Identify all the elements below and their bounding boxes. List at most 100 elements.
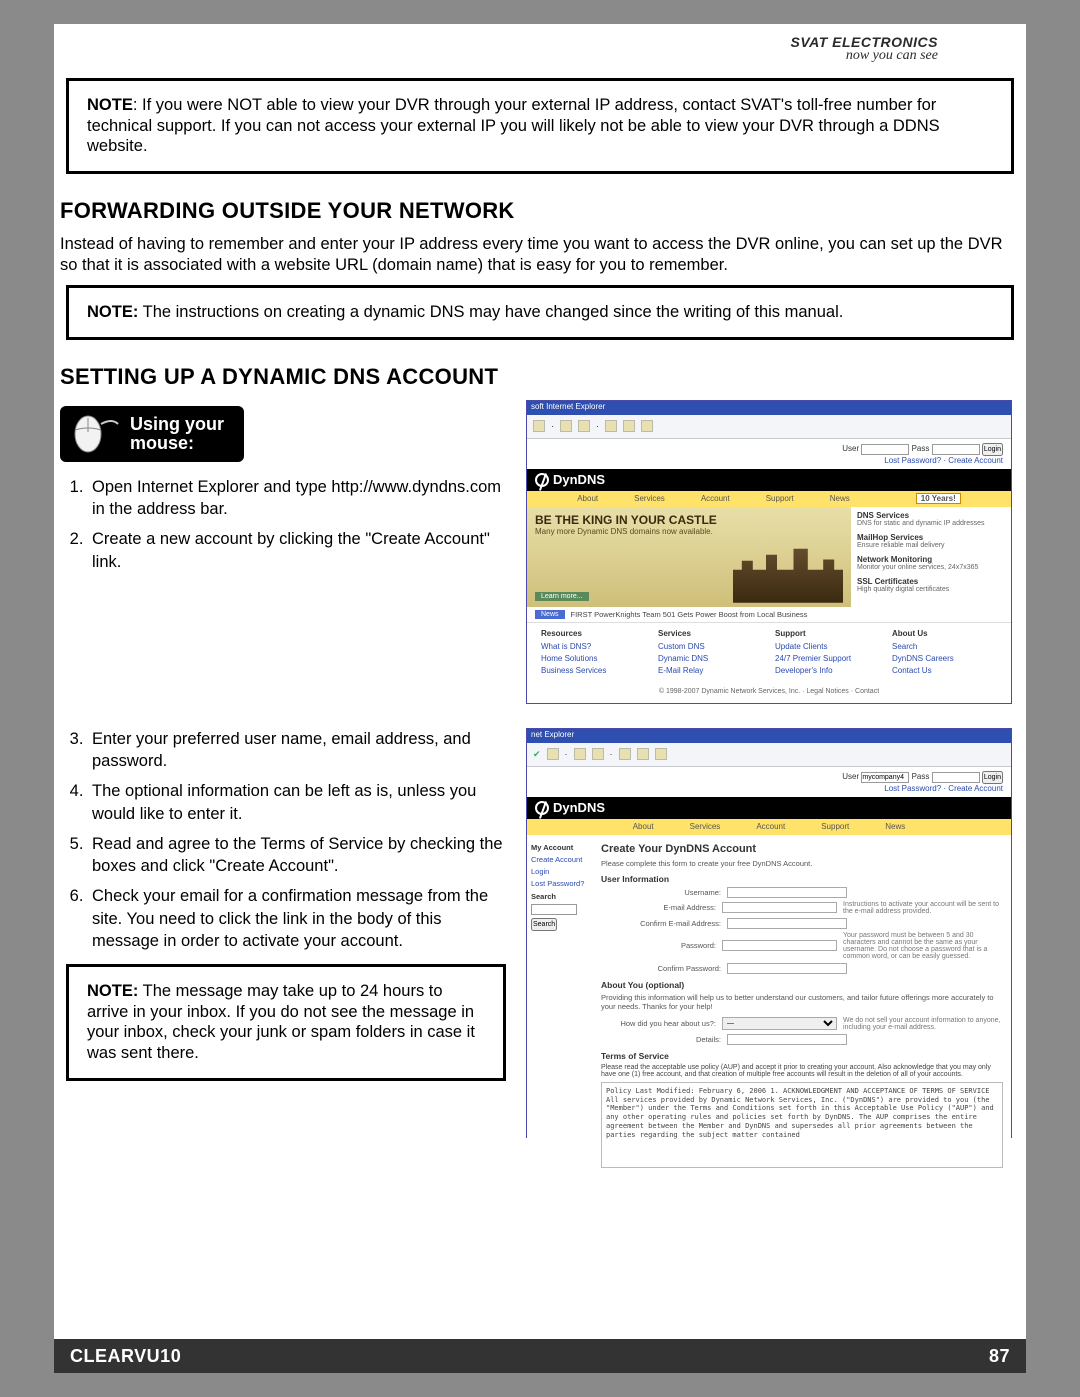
nav-item[interactable]: Support — [821, 822, 849, 831]
news-text: FIRST PowerKnights Team 501 Gets Power B… — [571, 610, 808, 619]
badge-line1: Using your — [130, 414, 224, 434]
grid-link[interactable]: What is DNS? — [541, 642, 646, 651]
nav-item[interactable]: Services — [690, 822, 721, 831]
user-label: User — [842, 772, 859, 781]
grid-head: Resources — [541, 629, 646, 638]
logo-bar: DynDNS — [527, 797, 1011, 819]
nav-item[interactable]: Services — [634, 494, 665, 503]
ie-toolbar: · · — [527, 415, 1011, 439]
side-link[interactable]: Create Account — [531, 855, 589, 864]
sidebar-search-button[interactable]: Search — [531, 918, 557, 931]
grid-link[interactable]: DynDNS Careers — [892, 654, 997, 663]
field-label: Username: — [601, 888, 721, 897]
news-bar: News FIRST PowerKnights Team 501 Gets Po… — [527, 607, 1011, 622]
form-title: Create Your DynDNS Account — [601, 843, 1003, 855]
toolbar-icon — [641, 420, 653, 432]
step-item: The optional information can be left as … — [88, 780, 512, 825]
grid-link[interactable]: 24/7 Premier Support — [775, 654, 880, 663]
side-link[interactable]: Login — [531, 867, 589, 876]
user-input[interactable] — [861, 444, 909, 455]
step-item: Enter your preferred user name, email ad… — [88, 728, 512, 773]
mouse-icon — [68, 414, 120, 454]
note-text: The instructions on creating a dynamic D… — [138, 303, 843, 321]
sidebar-search-input[interactable] — [531, 904, 577, 915]
field-help: Instructions to activate your account wi… — [843, 901, 1003, 915]
section-forwarding-body: Instead of having to remember and enter … — [60, 234, 1020, 275]
side-link[interactable]: Lost Password? — [531, 879, 589, 888]
email-confirm-input[interactable] — [727, 918, 847, 929]
password-input[interactable] — [722, 940, 837, 951]
ie-toolbar: ✔· · — [527, 743, 1011, 767]
dyndns-logo: DynDNS — [535, 472, 605, 487]
grid-link[interactable]: Contact Us — [892, 666, 997, 675]
pass-label: Pass — [912, 444, 930, 453]
toolbar-icon — [578, 420, 590, 432]
grid-link[interactable]: Developer's Info — [775, 666, 880, 675]
learn-more-link[interactable]: Learn more... — [535, 592, 589, 601]
field-label: Password: — [601, 941, 716, 950]
field-help: We do not sell your account information … — [843, 1017, 1003, 1031]
email-input[interactable] — [722, 902, 837, 913]
pass-label: Pass — [912, 772, 930, 781]
nav-item[interactable]: News — [885, 822, 905, 831]
toolbar-icon — [533, 420, 545, 432]
nav-item[interactable]: Account — [701, 494, 730, 503]
badge-line2: mouse: — [130, 433, 194, 453]
svc-desc: Monitor your online services, 24x7x365 — [857, 564, 1005, 571]
svc-desc: Ensure reliable mail delivery — [857, 542, 1005, 549]
login-button[interactable]: Login — [982, 443, 1003, 456]
password-confirm-input[interactable] — [727, 963, 847, 974]
grid-link[interactable]: Dynamic DNS — [658, 654, 763, 663]
link-grid: Resources What is DNS? Home Solutions Busin… — [527, 622, 1011, 684]
field-label: How did you hear about us?: — [601, 1019, 716, 1028]
page-number: 87 — [989, 1346, 1010, 1367]
note-text: : If you were NOT able to view your DVR … — [87, 96, 940, 155]
note-box-1: NOTE: If you were NOT able to view your … — [66, 78, 1014, 174]
steps-list-a: Open Internet Explorer and type http://w… — [88, 476, 512, 573]
user-label: User — [842, 444, 859, 453]
nav-item[interactable]: Account — [756, 822, 785, 831]
tos-textarea[interactable]: Policy Last Modified: February 6, 2006 1… — [601, 1082, 1003, 1168]
hear-select[interactable]: — — [722, 1017, 837, 1030]
field-label: Details: — [601, 1035, 721, 1044]
side-head: My Account — [531, 843, 589, 852]
nav-item[interactable]: About — [633, 822, 654, 831]
pass-input[interactable] — [932, 772, 980, 783]
login-sublinks[interactable]: Lost Password? · Create Account — [535, 784, 1003, 793]
nav-item[interactable]: News — [830, 494, 850, 503]
toolbar-icon — [592, 748, 604, 760]
fieldset-label: About You (optional) — [601, 980, 1003, 990]
nav-item[interactable]: About — [577, 494, 598, 503]
username-input[interactable] — [727, 887, 847, 898]
step-item: Open Internet Explorer and type http://w… — [88, 476, 512, 521]
note-label: NOTE — [87, 96, 133, 114]
grid-link[interactable]: Home Solutions — [541, 654, 646, 663]
grid-link[interactable]: E-Mail Relay — [658, 666, 763, 675]
step-item: Read and agree to the Terms of Service b… — [88, 833, 512, 878]
field-help: Your password must be between 5 and 30 c… — [843, 932, 1003, 960]
svc-title: SSL Certificates — [857, 577, 1005, 586]
brand-tagline: now you can see — [791, 48, 939, 64]
login-sublinks[interactable]: Lost Password? · Create Account — [535, 456, 1003, 465]
login-button[interactable]: Login — [982, 771, 1003, 784]
details-input[interactable] — [727, 1034, 847, 1045]
svc-title: DNS Services — [857, 511, 1005, 520]
nav-item[interactable]: Support — [766, 494, 794, 503]
login-row: User Pass Login Lost Password? · Create … — [527, 439, 1011, 469]
grid-head: About Us — [892, 629, 997, 638]
pass-input[interactable] — [932, 444, 980, 455]
grid-link[interactable]: Search — [892, 642, 997, 651]
login-row: User Pass Login Lost Password? · Create … — [527, 767, 1011, 797]
grid-link[interactable]: Custom DNS — [658, 642, 763, 651]
grid-link[interactable]: Update Clients — [775, 642, 880, 651]
step-item: Create a new account by clicking the "Cr… — [88, 528, 512, 573]
copyright: © 1998-2007 Dynamic Network Services, In… — [527, 684, 1011, 703]
grid-link[interactable]: Business Services — [541, 666, 646, 675]
form-panel: Create Your DynDNS Account Please comple… — [593, 835, 1011, 1172]
user-input[interactable] — [861, 772, 909, 783]
page-footer: CLEARVU10 87 — [54, 1339, 1026, 1373]
note-label: NOTE: — [87, 303, 138, 321]
nav-menu: About Services Account Support News 10 Y… — [527, 491, 1011, 507]
ie-titlebar: soft Internet Explorer — [527, 401, 1011, 415]
svc-desc: DNS for static and dynamic IP addresses — [857, 520, 1005, 527]
